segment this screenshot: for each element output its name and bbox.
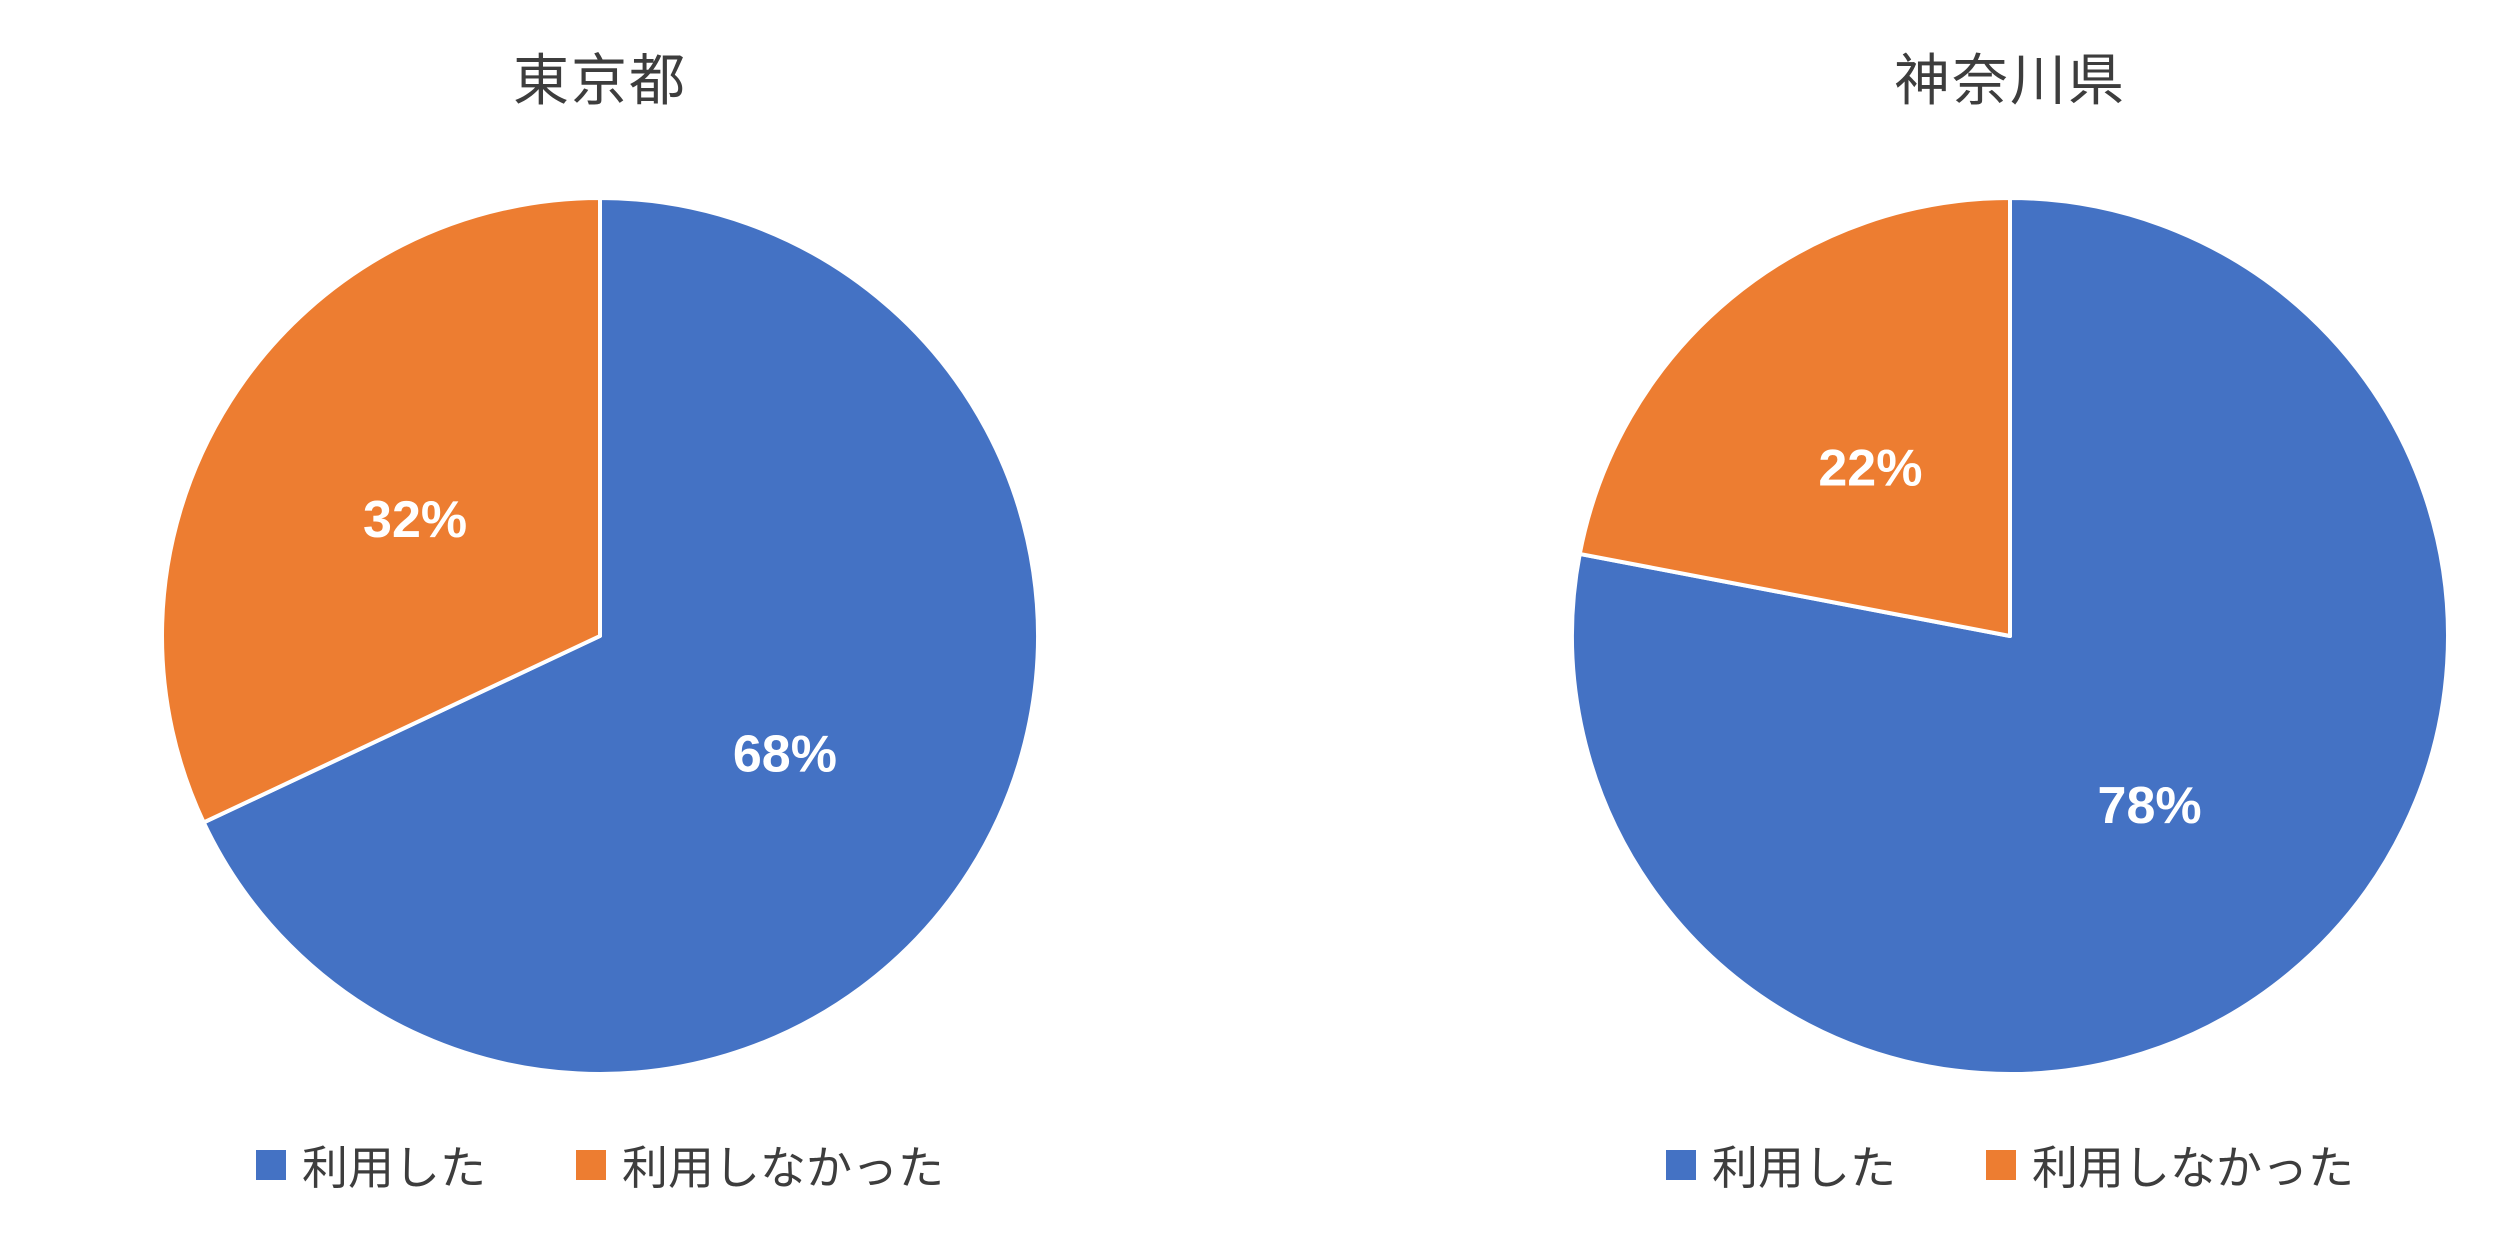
pie-chart-tokyo: 東京都 68% 32% 利用した 利用しなかった bbox=[60, 0, 1140, 1198]
pie-data-label: 78% bbox=[2098, 777, 2202, 835]
pie-data-label: 22% bbox=[1818, 440, 1922, 498]
pie-data-label: 68% bbox=[733, 726, 837, 784]
legend: 利用した 利用しなかった bbox=[256, 1132, 944, 1198]
pie-data-label: 32% bbox=[363, 491, 467, 549]
legend-label-not-used: 利用しなかった bbox=[622, 1142, 944, 1194]
pie-slice-not-used bbox=[160, 196, 602, 825]
pie-slice-used bbox=[201, 196, 1040, 1076]
pie-chart-kanagawa: 神奈川県 78% 22% 利用した 利用しなかった bbox=[1470, 0, 2520, 1198]
chart-title: 東京都 bbox=[513, 49, 687, 112]
legend: 利用した 利用しなかった bbox=[1666, 1132, 2354, 1198]
legend-swatch-used bbox=[256, 1150, 286, 1180]
chart-title: 神奈川県 bbox=[1894, 49, 2126, 112]
legend-swatch-not-used bbox=[576, 1150, 606, 1180]
pie-slice-not-used bbox=[1577, 196, 2012, 638]
pie-graphic-tokyo: 68% 32% bbox=[160, 196, 1040, 1076]
legend-label-used: 利用した bbox=[302, 1142, 486, 1194]
legend-item-not-used: 利用しなかった bbox=[1986, 1132, 2354, 1198]
legend-swatch-used bbox=[1666, 1150, 1696, 1180]
legend-item-used: 利用した bbox=[1666, 1132, 1896, 1198]
legend-label-not-used: 利用しなかった bbox=[2032, 1142, 2354, 1194]
legend-swatch-not-used bbox=[1986, 1150, 2016, 1180]
pie-graphic-kanagawa: 78% 22% bbox=[1570, 196, 2450, 1076]
legend-item-not-used: 利用しなかった bbox=[576, 1132, 944, 1198]
legend-label-used: 利用した bbox=[1712, 1142, 1896, 1194]
legend-item-used: 利用した bbox=[256, 1132, 486, 1198]
